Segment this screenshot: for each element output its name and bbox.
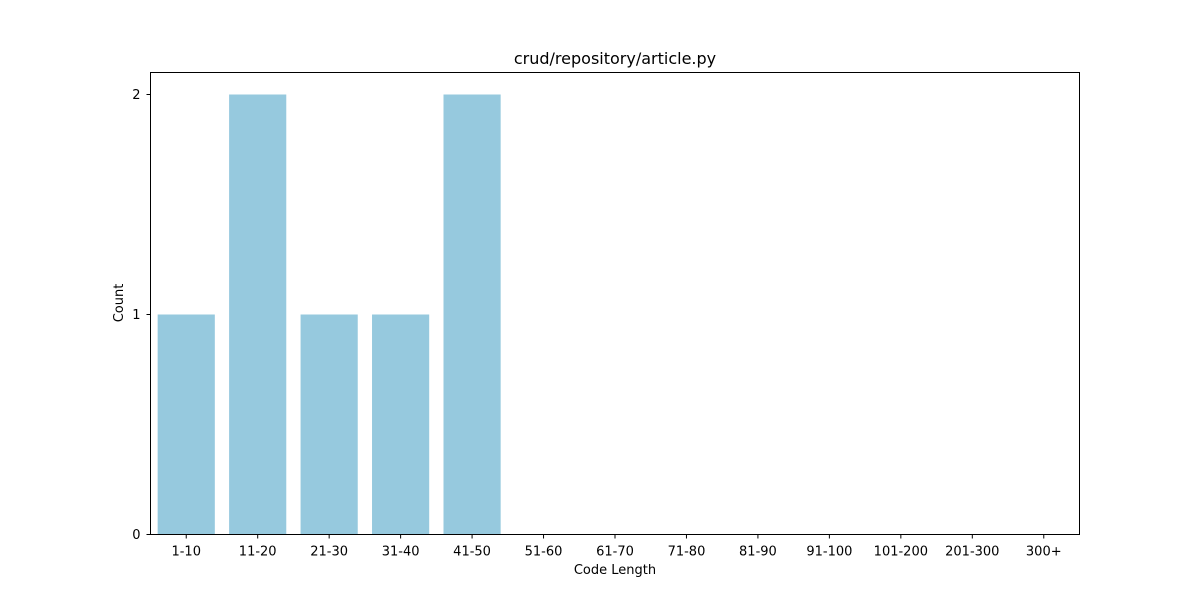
y-tick-label: 2 [132,88,140,103]
y-axis-label: Count [112,284,127,323]
chart-title: crud/repository/article.py [514,49,716,68]
x-tick-label: 71-80 [668,545,706,560]
x-tick-label: 11-20 [239,545,277,560]
x-tick-label: 61-70 [596,545,634,560]
y-axis-ticks: 0 1 2 [132,88,151,543]
x-tick-label: 101-200 [874,545,928,560]
bar-41-50 [443,94,501,535]
x-axis-ticks: 1-10 11-20 21-30 31-40 41-50 51-60 61-70 71-80 8… [171,534,1062,560]
x-tick-label: 51-60 [525,545,563,560]
x-tick-label: 1-10 [171,545,201,560]
x-tick-label: 201-300 [945,545,999,560]
x-tick-label: 31-40 [382,545,420,560]
x-tick-label: 21-30 [310,545,348,560]
x-tick-label: 91-100 [806,545,852,560]
bars-layer [157,94,501,535]
y-tick-label: 1 [132,308,140,323]
x-tick-label: 41-50 [453,545,491,560]
x-tick-label: 300+ [1026,545,1062,560]
bar-1-10 [157,314,215,535]
y-tick-label: 0 [132,528,140,543]
bar-31-40 [372,314,430,535]
bar-11-20 [229,94,287,535]
x-axis-label: Code Length [574,563,656,578]
bar-21-30 [300,314,358,535]
x-tick-label: 81-90 [739,545,777,560]
